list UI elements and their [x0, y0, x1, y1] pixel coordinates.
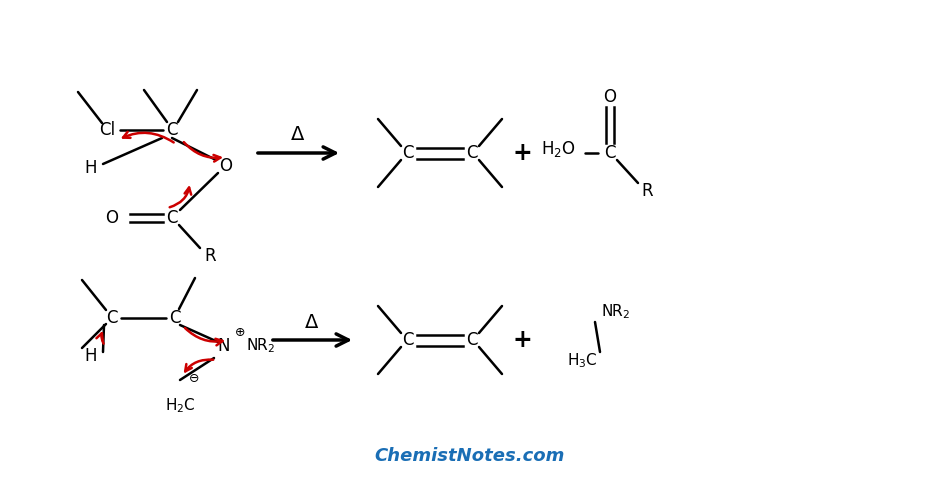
Text: H$_3$C: H$_3$C: [567, 352, 598, 370]
Text: +: +: [512, 328, 532, 352]
Text: NR$_2$: NR$_2$: [246, 337, 275, 355]
Text: C: C: [604, 144, 616, 162]
Text: C: C: [402, 144, 414, 162]
Text: C: C: [466, 331, 478, 349]
Text: C: C: [166, 209, 178, 227]
Text: C: C: [106, 309, 118, 327]
Text: N: N: [218, 337, 230, 355]
Text: $\mathregular{H_2O}$: $\mathregular{H_2O}$: [540, 139, 575, 159]
Text: Cl: Cl: [99, 121, 115, 139]
Text: R: R: [204, 247, 216, 265]
Text: +: +: [512, 141, 532, 165]
Text: $\ominus$: $\ominus$: [188, 371, 199, 384]
Text: H$_2$C: H$_2$C: [164, 396, 196, 415]
Text: ChemistNotes.com: ChemistNotes.com: [375, 447, 565, 465]
Text: R: R: [641, 182, 652, 200]
Text: C: C: [466, 144, 478, 162]
Text: $\oplus$: $\oplus$: [234, 326, 245, 338]
Text: C: C: [402, 331, 414, 349]
Text: O: O: [105, 209, 118, 227]
Text: C: C: [169, 309, 180, 327]
Text: H: H: [85, 159, 97, 177]
Text: $\Delta$: $\Delta$: [290, 126, 306, 144]
Text: $\Delta$: $\Delta$: [305, 313, 320, 332]
Text: O: O: [603, 88, 617, 106]
Text: O: O: [220, 157, 232, 175]
Text: NR$_2$: NR$_2$: [601, 303, 631, 321]
Text: C: C: [166, 121, 178, 139]
Text: H: H: [85, 347, 97, 365]
